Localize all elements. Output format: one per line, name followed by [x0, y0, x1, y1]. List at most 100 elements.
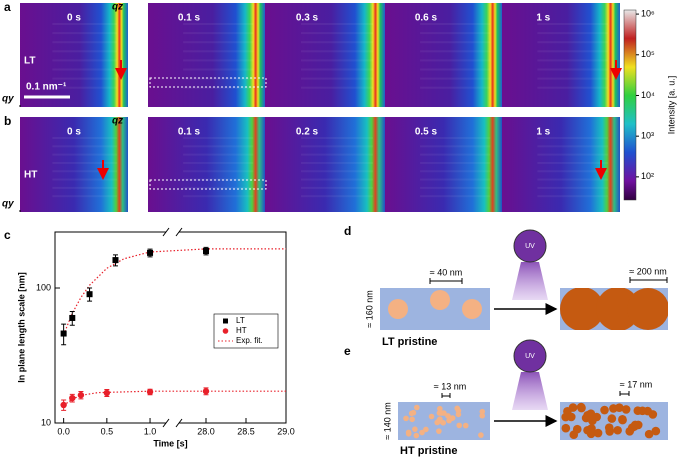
point: [69, 314, 76, 321]
fringe: [537, 161, 609, 164]
bracket: [619, 391, 630, 396]
domain: [419, 429, 425, 436]
fringe: [420, 32, 491, 35]
heatmap: [265, 3, 385, 107]
domain: [462, 299, 482, 319]
colorbar: [623, 9, 637, 201]
diagram-e: ≈ 13 nm ≈ 140 nm HT pristine UV ≈ 17 nm: [382, 339, 668, 457]
fringe: [301, 32, 373, 35]
fringe: [52, 23, 118, 25]
domain: [456, 422, 462, 429]
panel-label: e: [344, 344, 351, 358]
uv-beam: [512, 262, 548, 300]
x-tick-label: 1.0: [144, 426, 157, 436]
size-label: ≈ 17 nm: [620, 379, 652, 389]
domain: [613, 425, 622, 435]
chart: 10 100 0.0 0.5 1.0 28.0 28.5 29.0 Time [s] In pla…: [16, 227, 295, 448]
fringe: [537, 77, 609, 80]
domains: [561, 402, 661, 440]
domain: [478, 432, 484, 438]
fringe: [52, 170, 118, 173]
time-label: 0.1 s: [178, 13, 201, 24]
fringe: [183, 195, 254, 198]
fringe: [420, 195, 491, 198]
fit-line: [63, 390, 286, 406]
fringe: [183, 50, 254, 53]
fringe: [52, 59, 118, 62]
heatmaps: 0 s 0.1 s 0.3 s 0.6 s 1 s LT qz qy 0 s 0.1 s 0.2 s…: [2, 2, 620, 212]
time-label: 1 s: [536, 13, 550, 24]
bracket: [629, 277, 668, 283]
roi: [149, 77, 267, 88]
height-label: ≈ 140 nm: [382, 402, 392, 439]
domains: [403, 404, 486, 439]
domain: [630, 420, 640, 430]
fringe: [537, 137, 609, 139]
x-tick-label: 0.0: [57, 426, 70, 436]
heatmap: [502, 3, 620, 107]
fringe: [537, 178, 609, 181]
fringe: [537, 68, 609, 71]
domains: [560, 288, 668, 330]
domain: [388, 299, 408, 319]
fringe: [420, 153, 491, 156]
domain: [428, 413, 435, 420]
legend-label: LT: [236, 316, 245, 325]
roi: [149, 179, 267, 190]
y-axis-label: In plane length scale [nm]: [16, 272, 26, 383]
domain: [651, 426, 661, 436]
fringe: [183, 23, 254, 25]
domain: [479, 408, 486, 415]
fringe: [537, 145, 609, 148]
heatmap: [265, 117, 385, 212]
fringe: [183, 41, 254, 44]
domain: [437, 416, 443, 422]
axis-label: qy: [2, 199, 14, 210]
legend-marker: [222, 328, 229, 334]
panel-label: c: [4, 228, 11, 242]
fringe: [537, 50, 609, 53]
x-tick-label: 29.0: [277, 426, 295, 436]
fringe: [537, 170, 609, 173]
fringe: [183, 68, 254, 71]
legend-label: Exp. fit.: [236, 336, 263, 345]
uv-beam: [512, 372, 548, 410]
uv-lamp: [513, 339, 547, 373]
fringe: [183, 86, 254, 89]
time-label: 0.3 s: [296, 13, 319, 24]
axis-label: qz: [112, 2, 123, 13]
axis-label: qz: [112, 116, 123, 127]
x-axis-label: Time [s]: [153, 438, 187, 448]
domain: [596, 288, 640, 330]
heatmap: [20, 3, 128, 107]
fringe: [183, 145, 254, 148]
domain: [403, 415, 409, 422]
fringe: [52, 178, 118, 181]
time-label: 0.2 s: [296, 127, 319, 138]
colorbar-tick-label: 10⁴: [641, 90, 655, 100]
point: [202, 388, 210, 395]
domain: [576, 402, 586, 412]
domain: [583, 425, 592, 435]
domain: [568, 403, 578, 412]
fringe: [301, 137, 373, 139]
fringe: [183, 153, 254, 156]
fringe: [301, 195, 373, 198]
domain: [627, 288, 668, 330]
domain: [430, 290, 450, 310]
heatmap-overlay: 0.1 nm⁻¹: [24, 60, 622, 190]
size-label: ≈ 40 nm: [430, 267, 462, 277]
time-label: 0.6 s: [415, 13, 438, 24]
sample-label: LT: [24, 56, 35, 67]
fringe: [52, 68, 118, 71]
fringe: [420, 178, 491, 181]
domain: [409, 416, 415, 423]
fringe: [537, 23, 609, 25]
axis-break: [162, 418, 183, 428]
domain: [455, 411, 462, 418]
time-label: 0 s: [67, 13, 81, 24]
diagram-d: ≈ 40 nm ≈ 160 nm LT pristine UV ≈ 200 nm: [364, 229, 668, 348]
fringe: [52, 161, 118, 164]
fit-line: [63, 248, 286, 336]
point: [203, 248, 209, 255]
